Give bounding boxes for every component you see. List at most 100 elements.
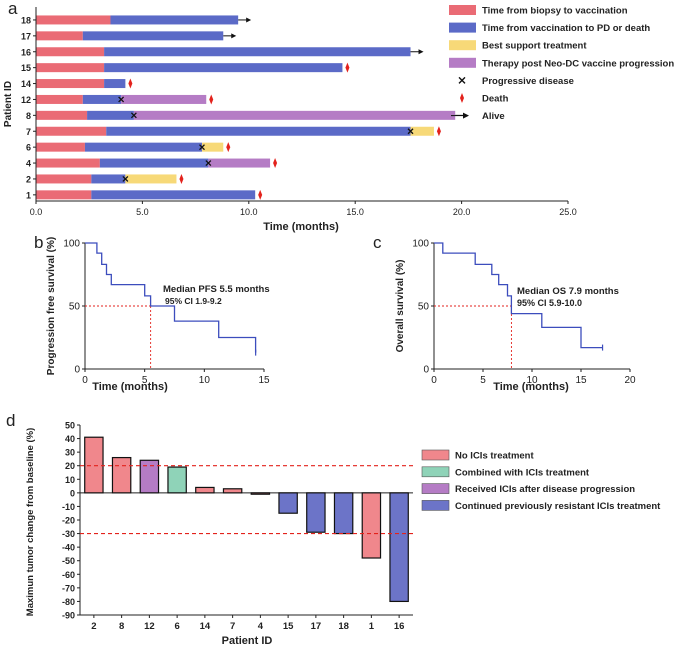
panel-d-x-axis-label: Patient ID: [222, 635, 273, 647]
legend-swatch-combined: [421, 466, 450, 478]
bar-segment-bst: [125, 174, 177, 184]
panel-a-bars: [36, 15, 469, 200]
waterfall-bar-combined: [167, 466, 187, 494]
death-marker: [258, 189, 263, 200]
panel-a-y-tick-labels: 18 17 16 15 14 12 8 7 6 4 2 1: [21, 15, 36, 200]
bar-segment-biopsy: [36, 126, 107, 136]
panel-c-y-axis-label: Overall survival (%): [395, 260, 406, 353]
patient-id-label: 7: [26, 127, 31, 137]
x-tick-label: 5: [142, 375, 148, 386]
patient-id-label: 4: [258, 621, 264, 632]
legend-swatch-vacc: [449, 22, 476, 33]
y-tick-label: -20: [62, 516, 75, 526]
bar-segment-biopsy: [36, 158, 100, 168]
waterfall-bar-resistant: [306, 492, 326, 533]
panel-c-median-label: Median OS 7.9 months: [517, 286, 619, 297]
x-tick-label: 10: [526, 375, 538, 386]
progressive-disease-marker: [130, 112, 137, 119]
panel-c-x-axis-label: Time (months): [493, 381, 569, 393]
progressive-disease-marker: [118, 96, 125, 103]
y-tick-label: 40: [65, 434, 75, 444]
x-tick-label: 0: [431, 375, 437, 386]
y-tick-label: 0: [74, 365, 80, 376]
death-marker: [345, 62, 350, 73]
legend-swatch-biopsy: [449, 5, 476, 15]
bar-segment-biopsy: [36, 47, 105, 57]
legend-swatch-therapy: [449, 57, 476, 68]
waterfall-bar-no_ici: [250, 492, 271, 495]
panel-d-letter: d: [6, 411, 15, 430]
x-tick-label: 20: [624, 375, 636, 386]
y-tick-label: 10: [65, 475, 75, 485]
panel-c-plot: 0 50 100 0 5 10 15 20: [412, 239, 636, 387]
c-survival-curve: [434, 242, 603, 349]
panel-a-x-axis-label: Time (months): [263, 221, 339, 233]
y-tick-label: -30: [62, 529, 75, 539]
patient-id-label: 16: [21, 47, 31, 57]
bar-segment-vacc: [87, 110, 134, 120]
panel-c-ci-label: 95% CI 5.9-10.0: [517, 298, 582, 308]
waterfall-bar-no_ici: [222, 488, 243, 494]
x-tick-label: 15: [258, 375, 270, 386]
patient-id-label: 6: [174, 621, 179, 632]
waterfall-bar-no_ici: [111, 456, 132, 494]
panel-b-ci-label: 95% CI 1.9-9.2: [165, 296, 222, 306]
legend-label: Continued previously resistant ICIs trea…: [455, 501, 661, 512]
waterfall-bar-resistant: [278, 492, 298, 514]
legend-label: Therapy post Neo-DC vaccine progression: [482, 58, 674, 69]
legend-label: Received ICIs after disease progression: [455, 484, 635, 495]
y-tick-label: 50: [65, 421, 75, 431]
legend-label: Combined with ICIs treatment: [455, 467, 590, 478]
death-marker: [179, 173, 184, 184]
bar-segment-vacc: [91, 190, 256, 200]
legend-swatch-no_ici: [421, 449, 450, 461]
panel-d-y-axis-label: Maximun tumor change from baseline (%): [25, 428, 36, 616]
x-tick-label: 25.0: [559, 207, 577, 217]
bar-segment-biopsy: [36, 94, 83, 104]
legend-death-icon: [460, 93, 464, 103]
y-tick-label: -50: [62, 556, 75, 566]
x-tick-label: 20.0: [453, 207, 471, 217]
bar-segment-therapy: [121, 94, 207, 104]
patient-id-label: 18: [338, 621, 349, 632]
legend-label: Alive: [482, 111, 505, 122]
bar-segment-vacc: [104, 47, 411, 57]
progressive-disease-marker: [407, 128, 414, 135]
patient-id-label: 2: [91, 621, 96, 632]
legend-alive-icon: [463, 112, 469, 119]
y-tick-label: 50: [69, 302, 81, 313]
bar-segment-biopsy: [36, 31, 83, 41]
legend-swatch-bst: [449, 40, 476, 51]
legend-label: Death: [482, 94, 509, 105]
panel-b-y-axis-label: Progression free survival (%): [46, 237, 57, 375]
x-tick-label: 5: [480, 375, 486, 386]
bar-segment-bst: [201, 142, 224, 152]
y-tick-label: 30: [65, 448, 75, 458]
patient-id-label: 7: [230, 621, 235, 632]
patient-id-label: 4: [26, 159, 31, 169]
legend-label: Best support treatment: [482, 41, 587, 52]
panel-b-pfs-curve: b 0 50 100 0 5 10 15 Time (months) Progression…: [34, 233, 270, 393]
y-tick-label: 100: [412, 239, 429, 250]
waterfall-bar-resistant: [333, 492, 354, 535]
x-tick-label: 10.0: [240, 207, 258, 217]
alive-arrow-icon: [231, 33, 237, 39]
progressive-disease-marker: [205, 160, 212, 167]
panel-a-y-axis-label: Patient ID: [3, 81, 14, 127]
panel-d-waterfall-plot: d 50 40 30 20 10 0 -10 -20 -30 -40 -50 -60 -70 -80 -90…: [6, 411, 661, 647]
panel-a-legend: Time from biopsy to vaccination Time from…: [449, 5, 674, 122]
waterfall-bar-after: [139, 459, 160, 494]
patient-id-label: 2: [26, 174, 31, 184]
x-tick-label: 15.0: [346, 207, 364, 217]
bar-segment-biopsy: [36, 63, 105, 73]
patient-id-label: 12: [144, 621, 155, 632]
panel-d-legend: No ICIs treatment Combined with ICIs trea…: [421, 449, 661, 512]
bar-segment-vacc: [82, 31, 224, 41]
legend-swatch-after: [421, 483, 450, 494]
bar-segment-bst: [410, 126, 434, 136]
patient-id-label: 14: [200, 621, 211, 632]
alive-arrow-icon: [246, 17, 252, 23]
panel-b-median-label: Median PFS 5.5 months: [163, 284, 270, 295]
y-tick-label: -10: [62, 502, 75, 512]
